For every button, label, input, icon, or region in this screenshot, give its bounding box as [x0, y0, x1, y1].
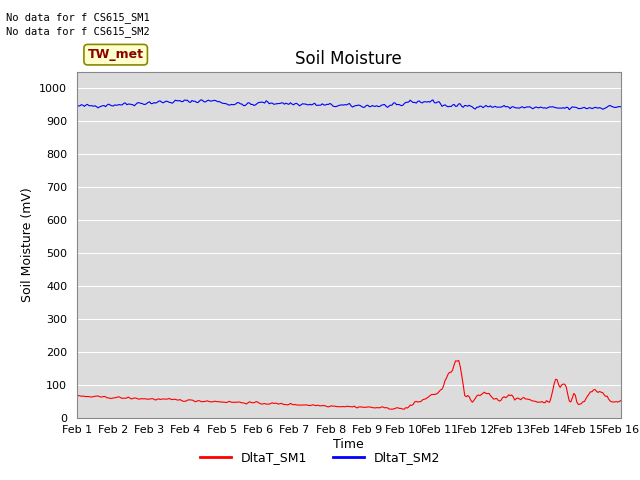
DltaT_SM2 — [565, 107, 573, 112]
Line: DltaT_SM1: DltaT_SM1 — [77, 360, 621, 409]
DltaT_SM1 — [253, 399, 261, 405]
DltaT_SM1 — [140, 396, 147, 402]
DltaT_SM2 — [255, 100, 262, 106]
DltaT_SM2 — [73, 103, 81, 108]
Text: No data for f CS615_SM1: No data for f CS615_SM1 — [6, 12, 150, 23]
Y-axis label: Soil Moisture (mV): Soil Moisture (mV) — [20, 187, 33, 302]
DltaT_SM2 — [237, 101, 244, 107]
DltaT_SM1 — [589, 387, 597, 393]
Text: TW_met: TW_met — [88, 48, 144, 61]
DltaT_SM2 — [312, 102, 320, 108]
DltaT_SM2 — [197, 97, 205, 103]
Legend: DltaT_SM1, DltaT_SM2: DltaT_SM1, DltaT_SM2 — [195, 446, 445, 469]
Line: DltaT_SM2: DltaT_SM2 — [77, 100, 621, 109]
Text: No data for f CS615_SM2: No data for f CS615_SM2 — [6, 26, 150, 37]
DltaT_SM2 — [617, 104, 625, 110]
DltaT_SM1 — [311, 403, 319, 408]
DltaT_SM1 — [73, 393, 81, 399]
Title: Soil Moisture: Soil Moisture — [296, 49, 402, 68]
DltaT_SM1 — [455, 358, 463, 363]
X-axis label: Time: Time — [333, 438, 364, 451]
DltaT_SM1 — [235, 399, 243, 405]
DltaT_SM2 — [140, 101, 147, 107]
DltaT_SM1 — [262, 401, 270, 407]
DltaT_SM1 — [617, 397, 625, 403]
DltaT_SM1 — [400, 407, 408, 412]
DltaT_SM2 — [589, 105, 597, 111]
DltaT_SM2 — [264, 99, 271, 105]
